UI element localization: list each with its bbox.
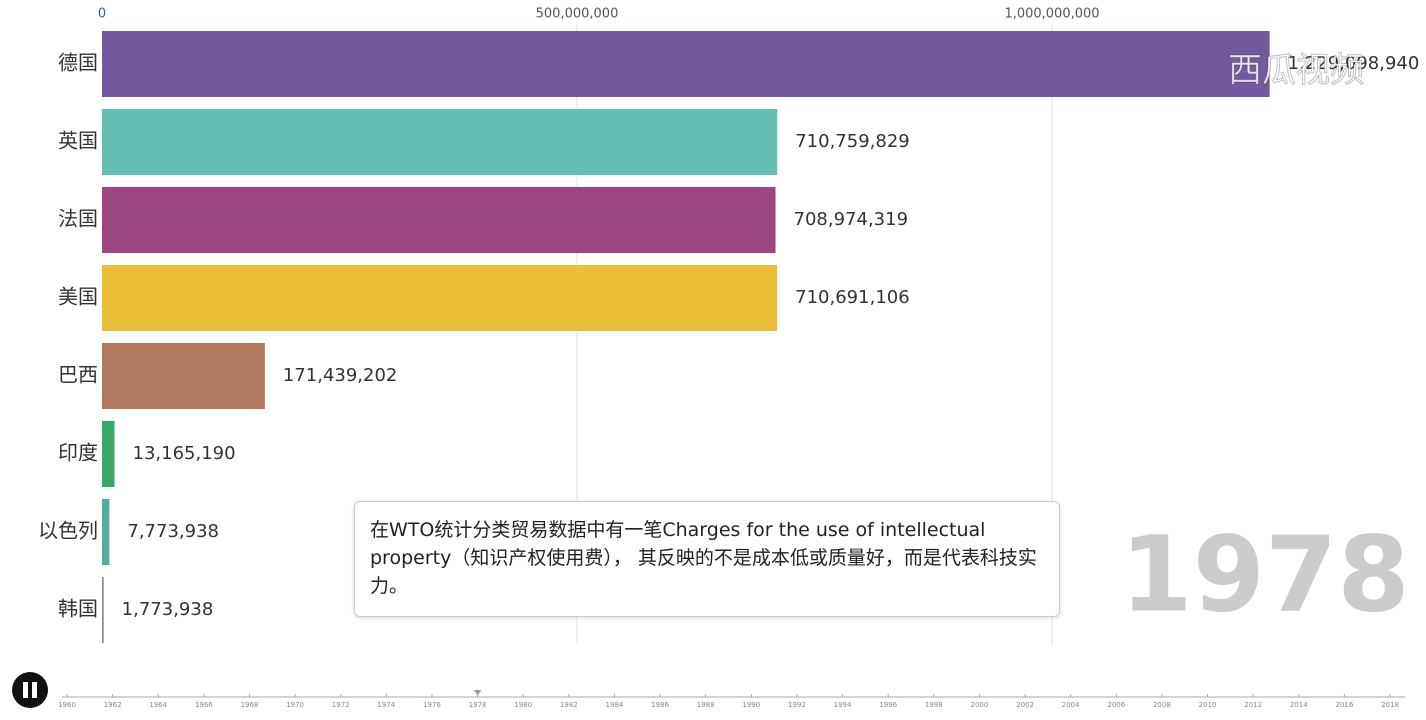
timeline-label: 1964 bbox=[149, 701, 167, 709]
watermark: 西瓜视频 bbox=[1228, 51, 1364, 91]
category-label: 以色列 bbox=[38, 519, 98, 543]
timeline-label: 2012 bbox=[1244, 701, 1262, 709]
timeline-label: 1962 bbox=[104, 701, 122, 709]
value-label: 171,439,202 bbox=[283, 365, 398, 386]
category-label: 印度 bbox=[58, 441, 98, 465]
timeline-label: 1968 bbox=[241, 701, 259, 709]
value-label: 1,773,938 bbox=[122, 599, 214, 620]
timeline-label: 2000 bbox=[970, 701, 988, 709]
value-label: 708,974,319 bbox=[794, 209, 909, 230]
timeline-label: 2004 bbox=[1062, 701, 1080, 709]
timeline-label: 2014 bbox=[1290, 701, 1308, 709]
timeline-label: 1998 bbox=[925, 701, 943, 709]
category-label: 英国 bbox=[58, 129, 98, 153]
timeline-label: 2010 bbox=[1199, 701, 1217, 709]
x-tick-label: 0 bbox=[98, 7, 106, 22]
bar bbox=[102, 265, 778, 331]
timeline-label: 1970 bbox=[286, 701, 304, 709]
timeline-label: 1986 bbox=[651, 701, 669, 709]
timeline-label: 1974 bbox=[377, 701, 395, 709]
timeline-label: 1992 bbox=[788, 701, 806, 709]
bar bbox=[102, 343, 265, 409]
value-label: 710,759,829 bbox=[795, 131, 910, 152]
timeline-label: 2008 bbox=[1153, 701, 1171, 709]
timeline-label: 2002 bbox=[1016, 701, 1034, 709]
timeline-label: 2016 bbox=[1335, 701, 1353, 709]
category-label: 法国 bbox=[58, 207, 98, 231]
timeline-marker bbox=[473, 690, 482, 695]
category-label: 美国 bbox=[58, 285, 98, 309]
timeline-label: 1978 bbox=[469, 701, 487, 709]
timeline-label: 1984 bbox=[606, 701, 624, 709]
value-label: 7,773,938 bbox=[127, 521, 219, 542]
bar bbox=[102, 421, 115, 487]
pause-bar[interactable] bbox=[23, 682, 28, 698]
timeline-label: 1990 bbox=[742, 701, 760, 709]
category-label: 德国 bbox=[58, 51, 98, 75]
bar bbox=[102, 31, 1270, 97]
pause-circle[interactable] bbox=[12, 672, 48, 708]
bar bbox=[102, 499, 110, 565]
timeline-label: 1966 bbox=[195, 701, 213, 709]
year-label: 1978 bbox=[1120, 513, 1409, 635]
x-tick-label: 1,000,000,000 bbox=[1004, 7, 1099, 22]
timeline-label: 1994 bbox=[834, 701, 852, 709]
value-label: 710,691,106 bbox=[795, 287, 910, 308]
timeline-label: 1982 bbox=[560, 701, 578, 709]
timeline-label: 1988 bbox=[697, 701, 715, 709]
x-tick-label: 500,000,000 bbox=[536, 7, 619, 22]
annotation: 在WTO统计分类贸易数据中有一笔Charges for the use of i… bbox=[354, 501, 1060, 617]
value-label: 1,229,098,940 bbox=[1288, 53, 1420, 74]
bar bbox=[102, 577, 104, 643]
pause-button[interactable] bbox=[12, 672, 48, 708]
timeline-label: 1972 bbox=[332, 701, 350, 709]
category-label: 巴西 bbox=[58, 363, 98, 387]
category-label: 韩国 bbox=[58, 597, 98, 621]
timeline-label: 1980 bbox=[514, 701, 532, 709]
timeline-label: 1996 bbox=[879, 701, 897, 709]
bar bbox=[102, 187, 776, 253]
timeline-label: 2006 bbox=[1107, 701, 1125, 709]
timeline-label: 1976 bbox=[423, 701, 441, 709]
value-label: 13,165,190 bbox=[133, 443, 236, 464]
timeline-label: 1960 bbox=[58, 701, 76, 709]
pause-bar[interactable] bbox=[32, 682, 37, 698]
timeline-label: 2018 bbox=[1381, 701, 1399, 709]
bar bbox=[102, 109, 778, 175]
